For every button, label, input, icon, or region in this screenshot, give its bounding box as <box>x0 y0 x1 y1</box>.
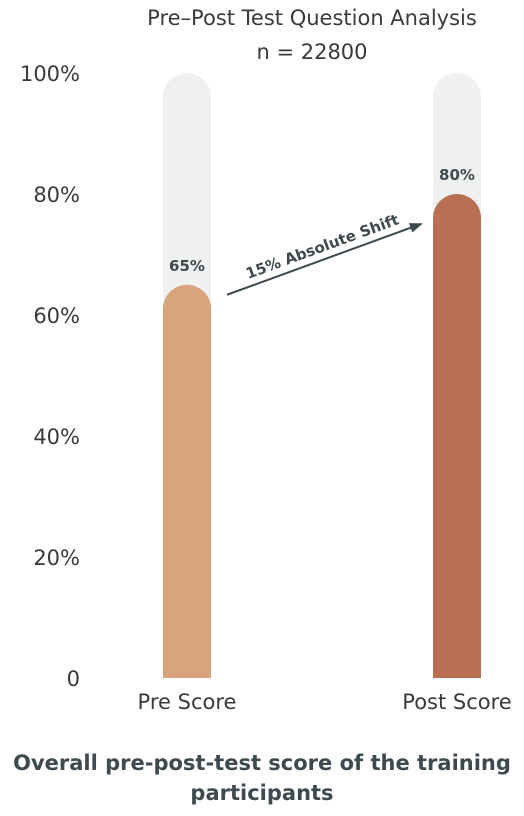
chart: Pre–Post Test Question Analysis n = 2280… <box>20 6 512 714</box>
y-axis: 0 20% 40% 60% 80% 100% <box>20 62 80 691</box>
shift-label: 15% Absolute Shift <box>243 211 401 283</box>
bar <box>163 284 211 678</box>
y-tick-label: 20% <box>33 546 80 570</box>
bar-value-label: 65% <box>169 257 205 275</box>
bars: 65% Pre Score 80% Post Score <box>138 73 512 714</box>
category-label: Post Score <box>402 690 511 714</box>
shift-annotation: 15% Absolute Shift <box>226 211 423 296</box>
y-tick-label: 60% <box>33 304 80 328</box>
figure-caption: Overall pre-post-test score of the train… <box>13 751 511 805</box>
shift-arrow-head <box>408 223 423 233</box>
y-tick-label: 0 <box>67 667 80 691</box>
y-tick-label: 80% <box>33 183 80 207</box>
chart-subtitle: n = 22800 <box>256 40 367 64</box>
y-tick-label: 40% <box>33 425 80 449</box>
bar <box>433 194 481 678</box>
category-label: Pre Score <box>138 690 237 714</box>
shift-arrow <box>226 223 422 296</box>
bar-value-label: 80% <box>439 166 475 184</box>
chart-title: Pre–Post Test Question Analysis <box>147 6 477 30</box>
y-tick-label: 100% <box>20 62 80 86</box>
